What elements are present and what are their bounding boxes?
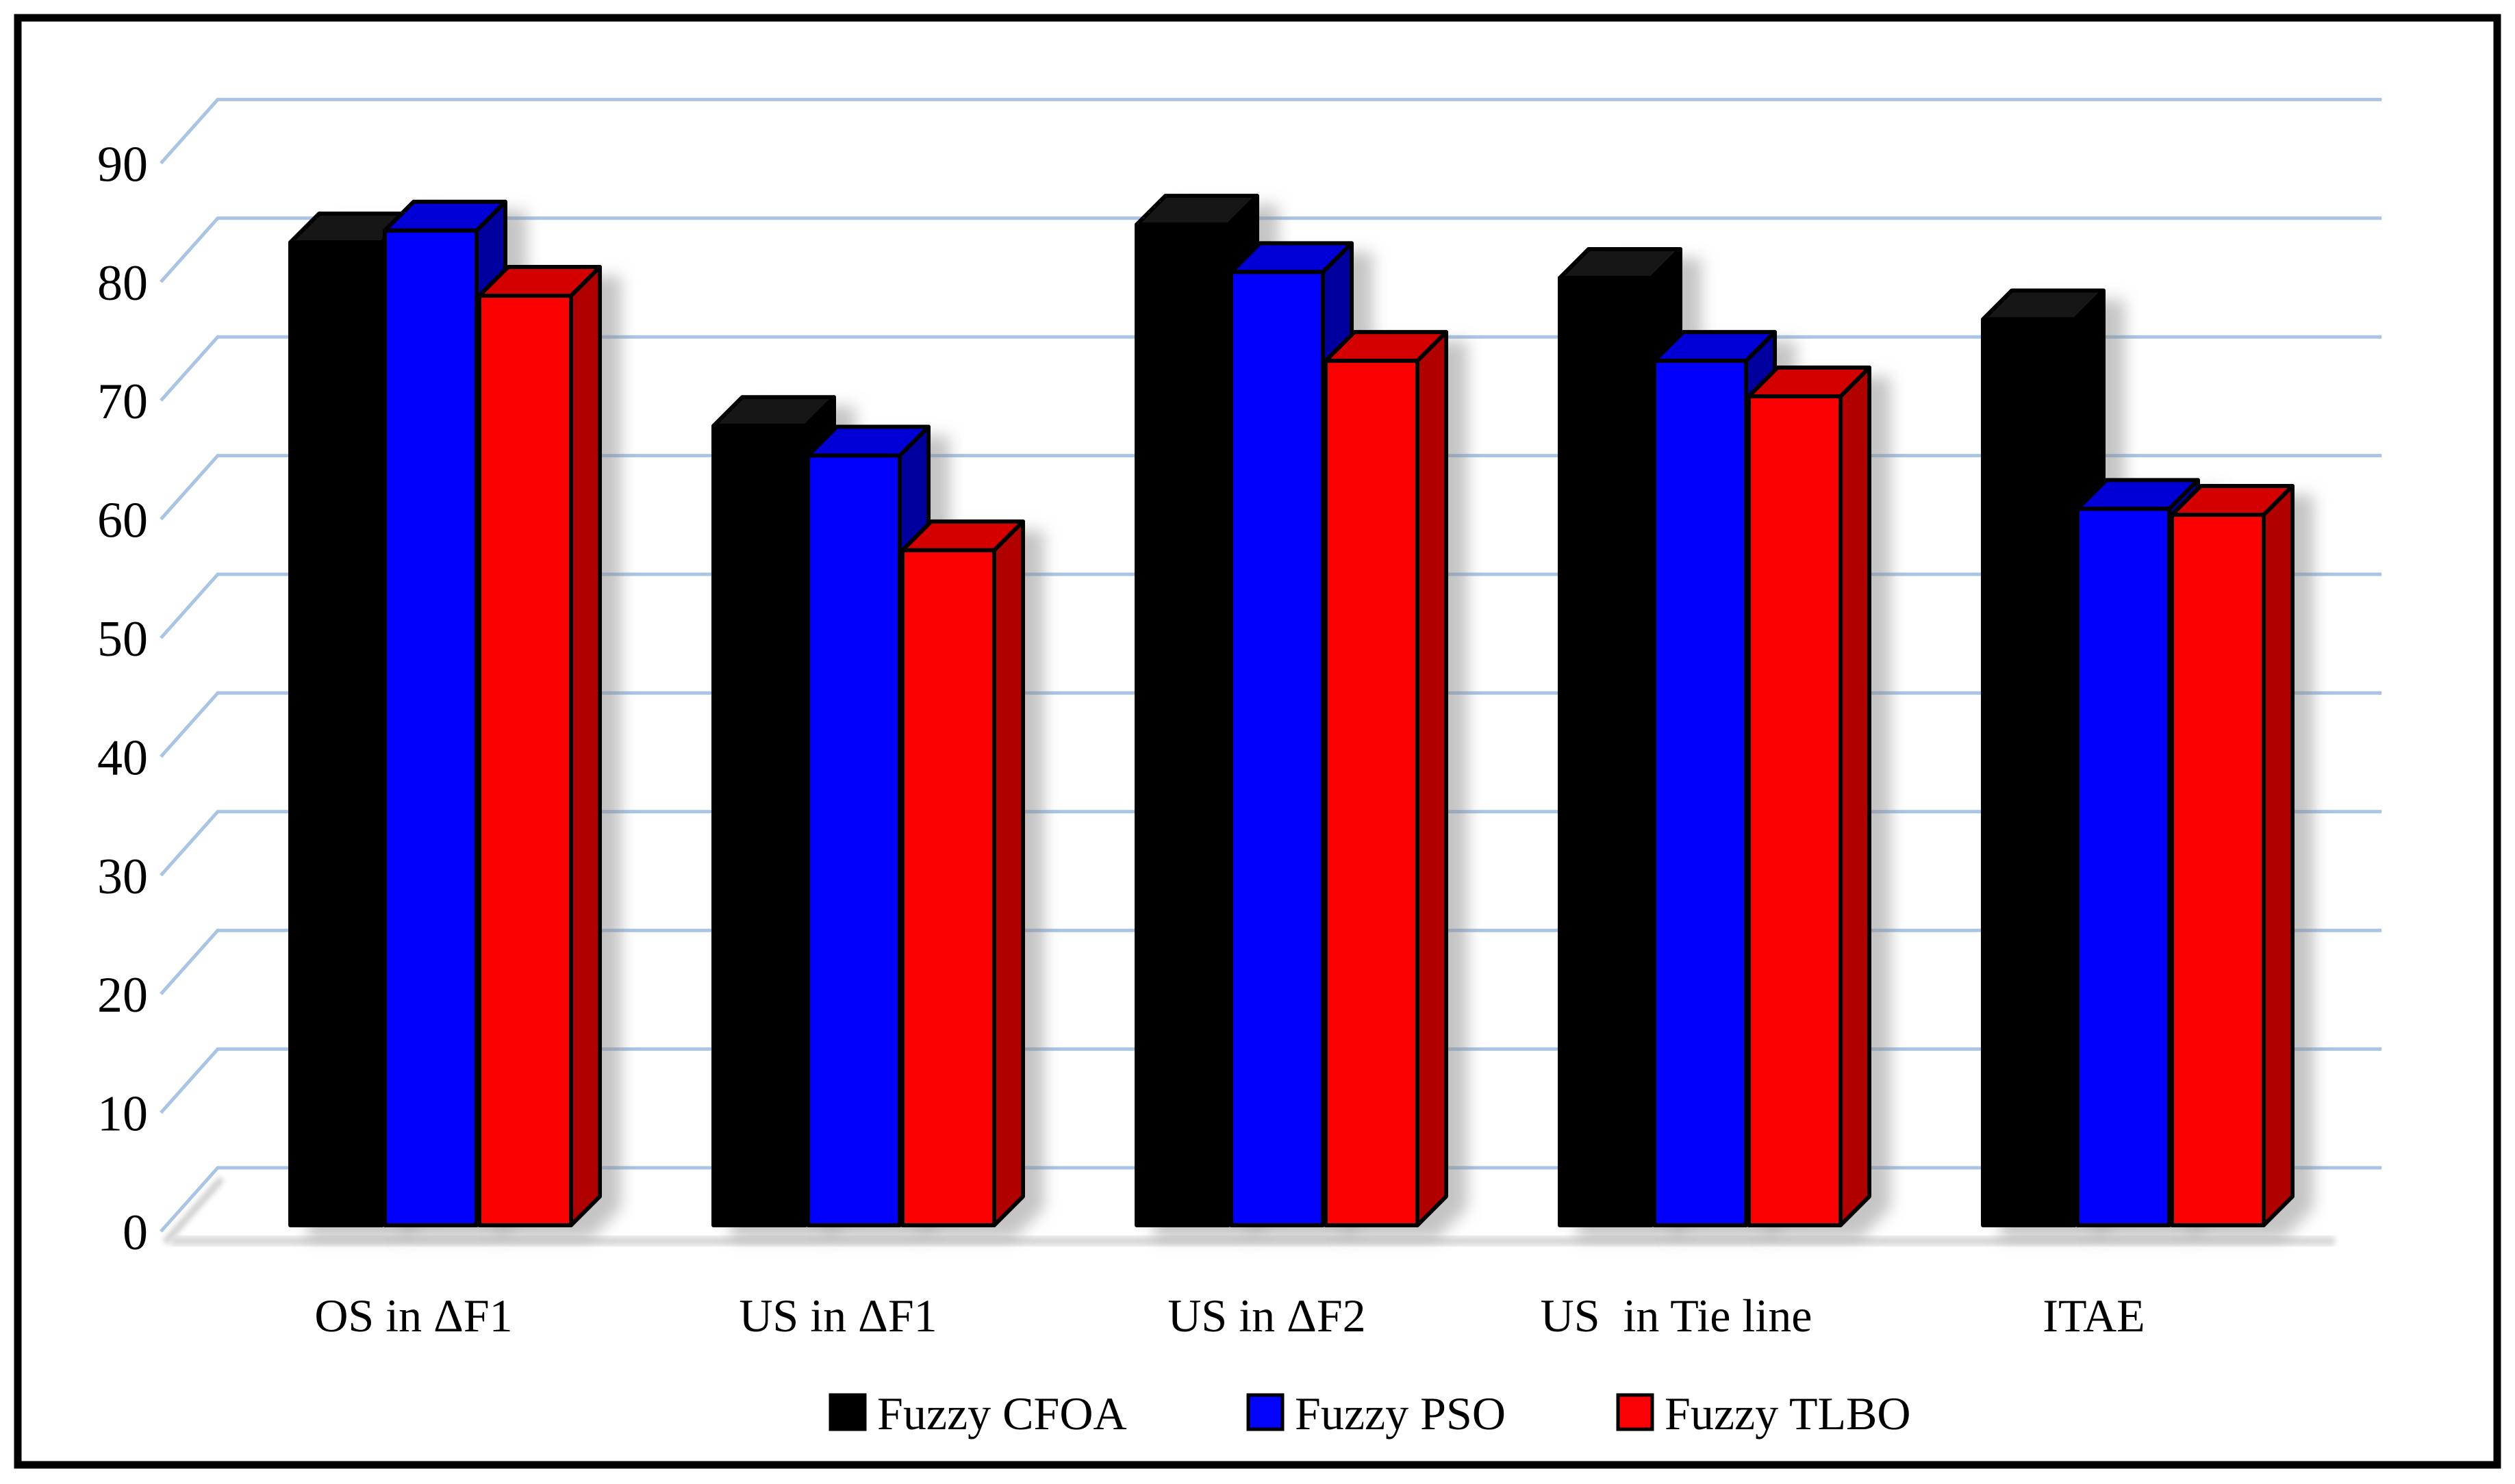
figure-border <box>14 14 2501 1469</box>
gridline-80 <box>160 216 2381 283</box>
y-tick-label-50: 50 <box>97 611 148 667</box>
category-label-3: US in Tie line <box>1541 1290 1812 1342</box>
floor-edge-shadow-band <box>171 1236 2335 1246</box>
legend-item-fuzzy-tlbo: Fuzzy TLBO <box>1616 1387 1911 1440</box>
y-tick-label-0: 0 <box>123 1205 148 1261</box>
floor-edge-shadow-diagonal <box>162 1176 225 1245</box>
y-tick-label-30: 30 <box>97 849 148 905</box>
category-label-2: US in ΔF2 <box>1167 1290 1365 1342</box>
bar-fuzzy-tlbo-cat1 <box>900 519 1025 1227</box>
category-label-0: OS in ΔF1 <box>314 1290 512 1342</box>
svg-text:Fuzzy PSO: Fuzzy PSO <box>1295 1387 1506 1440</box>
bar-fuzzy-tlbo-cat0 <box>477 264 602 1228</box>
category-label-1: US in ΔF1 <box>739 1290 937 1342</box>
bar-fuzzy-tlbo-cat3 <box>1747 366 1871 1227</box>
legend-item-fuzzy-cfoa: Fuzzy CFOA <box>829 1387 1127 1440</box>
y-tick-label-10: 10 <box>97 1086 148 1142</box>
gridline-90 <box>160 97 2381 165</box>
bar-fuzzy-tlbo-cat4 <box>2170 484 2295 1227</box>
y-tick-label-90: 90 <box>97 136 148 192</box>
y-tick-label-60: 60 <box>97 493 148 549</box>
svg-text:Fuzzy TLBO: Fuzzy TLBO <box>1665 1387 1911 1440</box>
category-label-4: ITAE <box>2043 1290 2145 1342</box>
y-tick-label-40: 40 <box>97 730 148 786</box>
legend-item-fuzzy-pso: Fuzzy PSO <box>1246 1387 1506 1440</box>
svg-text:Fuzzy CFOA: Fuzzy CFOA <box>877 1387 1127 1440</box>
y-tick-label-80: 80 <box>97 255 148 311</box>
bar-fuzzy-tlbo-cat2 <box>1324 330 1448 1227</box>
y-tick-label-70: 70 <box>97 374 148 430</box>
y-tick-label-20: 20 <box>97 967 148 1023</box>
